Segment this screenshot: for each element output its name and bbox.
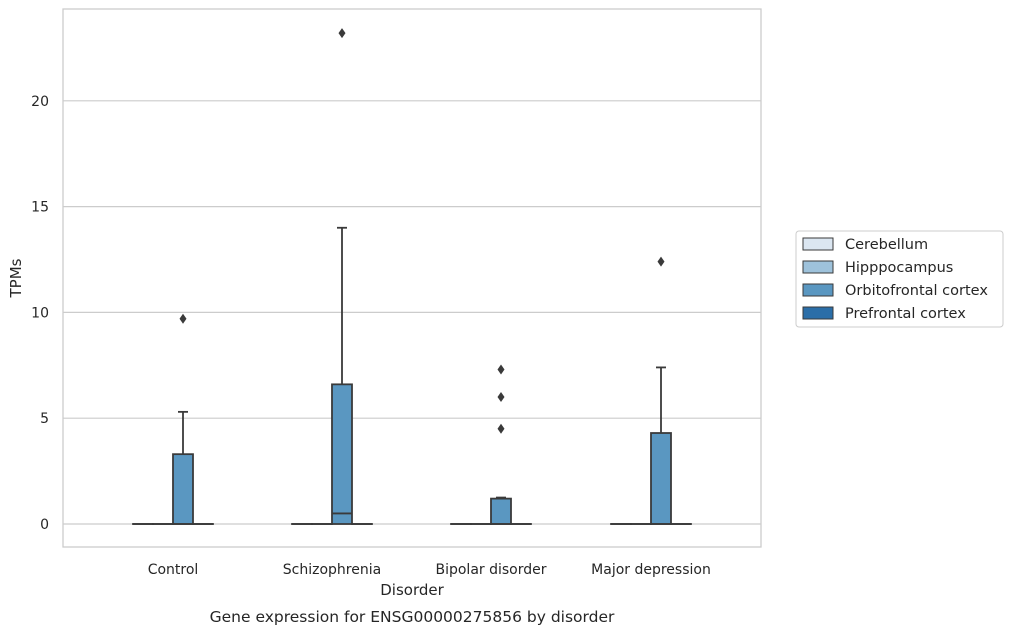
- box-marks: [132, 28, 692, 525]
- legend-swatch: [802, 237, 834, 251]
- x-tick-label: Major depression: [591, 562, 711, 578]
- x-tick-label: Schizophrenia: [283, 562, 381, 578]
- y-tick-label: 10: [31, 305, 49, 321]
- legend-swatch: [802, 283, 834, 297]
- box-body: [650, 432, 672, 525]
- legend-frame: [795, 230, 1004, 328]
- x-tick-label: Control: [148, 562, 199, 578]
- y-tick-labels: 0 5 10 15 20: [31, 94, 49, 533]
- legend-entry: Cerebellum: [845, 237, 928, 253]
- outlier-point: [179, 313, 187, 324]
- legend-entry: Hipppocampus: [845, 260, 953, 276]
- y-tick-label: 20: [31, 94, 49, 110]
- box-body: [490, 497, 512, 525]
- box-body: [172, 453, 194, 525]
- legend-entry: Prefrontal cortex: [845, 306, 966, 322]
- legend-swatch: [802, 260, 834, 274]
- x-tick-label: Bipolar disorder: [435, 562, 546, 578]
- plot-area-frame: [62, 8, 762, 548]
- legend: Cerebellum Hipppocampus Orbitofrontal cort…: [795, 230, 1004, 328]
- outlier-point: [497, 423, 505, 434]
- y-axis-label: TPMs: [7, 258, 25, 298]
- outlier-point: [497, 392, 505, 403]
- chart-caption: Gene expression for ENSG00000275856 by d…: [210, 608, 615, 626]
- outlier-point: [497, 364, 505, 375]
- x-tick-labels: Control Schizophrenia Bipolar disorder Majo…: [148, 562, 711, 578]
- y-tick-label: 5: [40, 411, 49, 427]
- y-tick-label: 0: [40, 517, 49, 533]
- y-tick-label: 15: [31, 200, 49, 216]
- x-axis-label: Disorder: [380, 581, 444, 599]
- legend-entry: Orbitofrontal cortex: [845, 283, 988, 299]
- box-body: [331, 383, 353, 525]
- outlier-point: [657, 256, 665, 267]
- legend-swatch: [802, 306, 834, 320]
- outlier-point: [338, 28, 346, 39]
